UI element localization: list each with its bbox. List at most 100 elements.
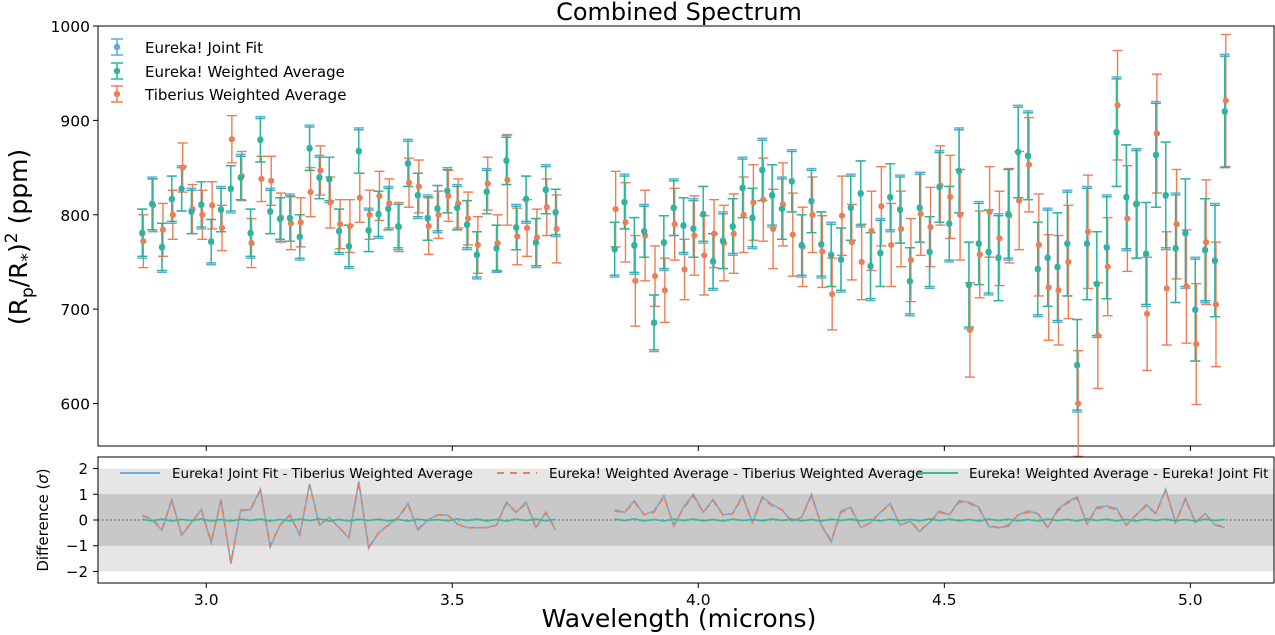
- ylabel-sub-star: *: [18, 253, 38, 262]
- eureka-wavg-point: [749, 214, 756, 221]
- eureka-wavg-point: [818, 240, 825, 248]
- eureka-wavg-point: [1123, 193, 1130, 200]
- tiberius-point: [376, 192, 383, 199]
- eureka-wavg-point: [828, 252, 835, 259]
- eureka-wavg-point: [1172, 245, 1179, 252]
- eureka-wavg-point: [1034, 265, 1041, 272]
- diff-y-tick-label: −2: [66, 563, 88, 581]
- tiberius-point: [1075, 400, 1082, 407]
- eureka-wavg-point: [434, 205, 441, 212]
- tiberius-point: [996, 235, 1003, 242]
- diff-x-tick-label: 3.5: [440, 591, 465, 609]
- tiberius-point: [770, 225, 777, 233]
- eureka-wavg-point: [660, 239, 667, 246]
- tiberius-point: [1035, 241, 1042, 249]
- eureka-wavg-point: [454, 205, 461, 212]
- tiberius-point: [405, 179, 413, 186]
- tiberius-point: [819, 248, 826, 255]
- eureka-wavg-point: [1182, 229, 1189, 236]
- main-plot-axes: 600 700 800 900 1000: [51, 18, 1191, 451]
- tiberius-point: [651, 273, 659, 280]
- tiberius-point: [209, 202, 216, 209]
- tiberius-point: [425, 222, 432, 230]
- tiberius-point: [947, 193, 954, 200]
- diff-y-tick-label: 2: [78, 460, 88, 478]
- eureka-wavg-point: [414, 191, 421, 199]
- legend-tiberius-label: Tiberius Weighted Average: [144, 86, 346, 104]
- tiberius-point: [760, 196, 767, 203]
- legend-diff-joint-tib-label: Eureka! Joint Fit - Tiberius Weighted Av…: [172, 466, 473, 482]
- eureka-wavg-point: [857, 189, 864, 197]
- tiberius-point: [1143, 310, 1151, 317]
- diff-ylabel-sigma: σ: [34, 474, 52, 484]
- tiberius-point: [1193, 340, 1200, 348]
- eureka-wavg-point: [316, 174, 323, 182]
- eureka-wavg-point: [404, 160, 412, 167]
- eureka-wavg-point: [522, 195, 530, 202]
- eureka-wavg-point: [1005, 210, 1012, 217]
- diff-line-eureka-minus-joint: [142, 518, 556, 522]
- eureka-wavg-point: [690, 225, 697, 233]
- eureka-wavg-point: [1211, 257, 1219, 265]
- eureka-wavg-point: [680, 222, 687, 229]
- eureka-wavg-point: [650, 319, 658, 326]
- eureka-wavg-point: [906, 277, 913, 284]
- eureka-wavg-point: [946, 220, 953, 227]
- diff-plot-marks: [141, 481, 1226, 564]
- eureka-wavg-point: [1054, 263, 1061, 270]
- eureka-wavg-point: [1152, 152, 1160, 159]
- main-y-axis-label: (Rp/R*)2 (ppm): [2, 149, 38, 325]
- eureka-wavg-point: [276, 215, 284, 222]
- tiberius-point: [681, 266, 688, 273]
- legend-diff-eureka-tib-label: Eureka! Weighted Average - Tiberius Weig…: [549, 466, 924, 482]
- eureka-wavg-point: [493, 244, 500, 251]
- tiberius-point: [1045, 284, 1052, 291]
- eureka-wavg-point: [1202, 246, 1209, 253]
- tiberius-point: [632, 277, 639, 284]
- eureka-wavg-point: [198, 201, 205, 208]
- eureka-wavg-point: [1074, 361, 1081, 368]
- tiberius-point: [1025, 161, 1033, 168]
- eureka-wavg-point: [227, 185, 234, 192]
- eureka-wavg-point: [552, 208, 559, 216]
- tiberius-point: [140, 238, 147, 245]
- ylabel-open: (R: [4, 298, 33, 325]
- eureka-wavg-point: [739, 185, 746, 192]
- eureka-wavg-point: [808, 198, 815, 205]
- chart-title: Combined Spectrum: [556, 0, 802, 26]
- diff-legend: Eureka! Joint Fit - Tiberius Weighted Av…: [120, 466, 1268, 482]
- diff-y-axis-label: Difference (σ): [34, 468, 52, 571]
- tiberius-point: [435, 211, 442, 218]
- eureka-wavg-point: [670, 205, 677, 212]
- eureka-wavg-point: [1093, 280, 1100, 287]
- eureka-wavg-point: [188, 208, 195, 216]
- eureka-wavg-point: [1083, 240, 1091, 248]
- main-y-tick-label: 700: [60, 301, 90, 319]
- tiberius-point: [307, 189, 314, 196]
- tiberius-point: [976, 251, 983, 258]
- diff-x-tick-label: 4.5: [932, 591, 957, 609]
- tiberius-point: [287, 220, 294, 227]
- eureka-wavg-point: [759, 167, 766, 174]
- eureka-wavg-point: [385, 206, 392, 213]
- tiberius-point: [1124, 215, 1131, 222]
- eureka-wavg-point: [237, 174, 244, 182]
- tiberius-point: [907, 256, 914, 264]
- eureka-wavg-point: [985, 248, 992, 255]
- legend-eureka-label: Eureka! Weighted Average: [145, 63, 345, 81]
- tiberius-point: [337, 221, 344, 228]
- eureka-wavg-point: [975, 240, 982, 248]
- eureka-wavg-point: [1044, 255, 1051, 262]
- diff-ylabel-post: ): [34, 468, 52, 474]
- tiberius-point: [868, 227, 875, 234]
- tiberius-point: [710, 230, 718, 237]
- eureka-wavg-point: [1221, 108, 1228, 115]
- eureka-wavg-point: [955, 168, 963, 175]
- tiberius-point: [750, 199, 757, 206]
- eureka-wavg-point: [700, 210, 707, 217]
- diff-plot-border: [97, 456, 1275, 584]
- eureka-wavg-point: [611, 245, 618, 252]
- legend-eureka-marker: [113, 67, 121, 75]
- eureka-wavg-point: [1192, 306, 1199, 314]
- tiberius-point: [169, 211, 176, 218]
